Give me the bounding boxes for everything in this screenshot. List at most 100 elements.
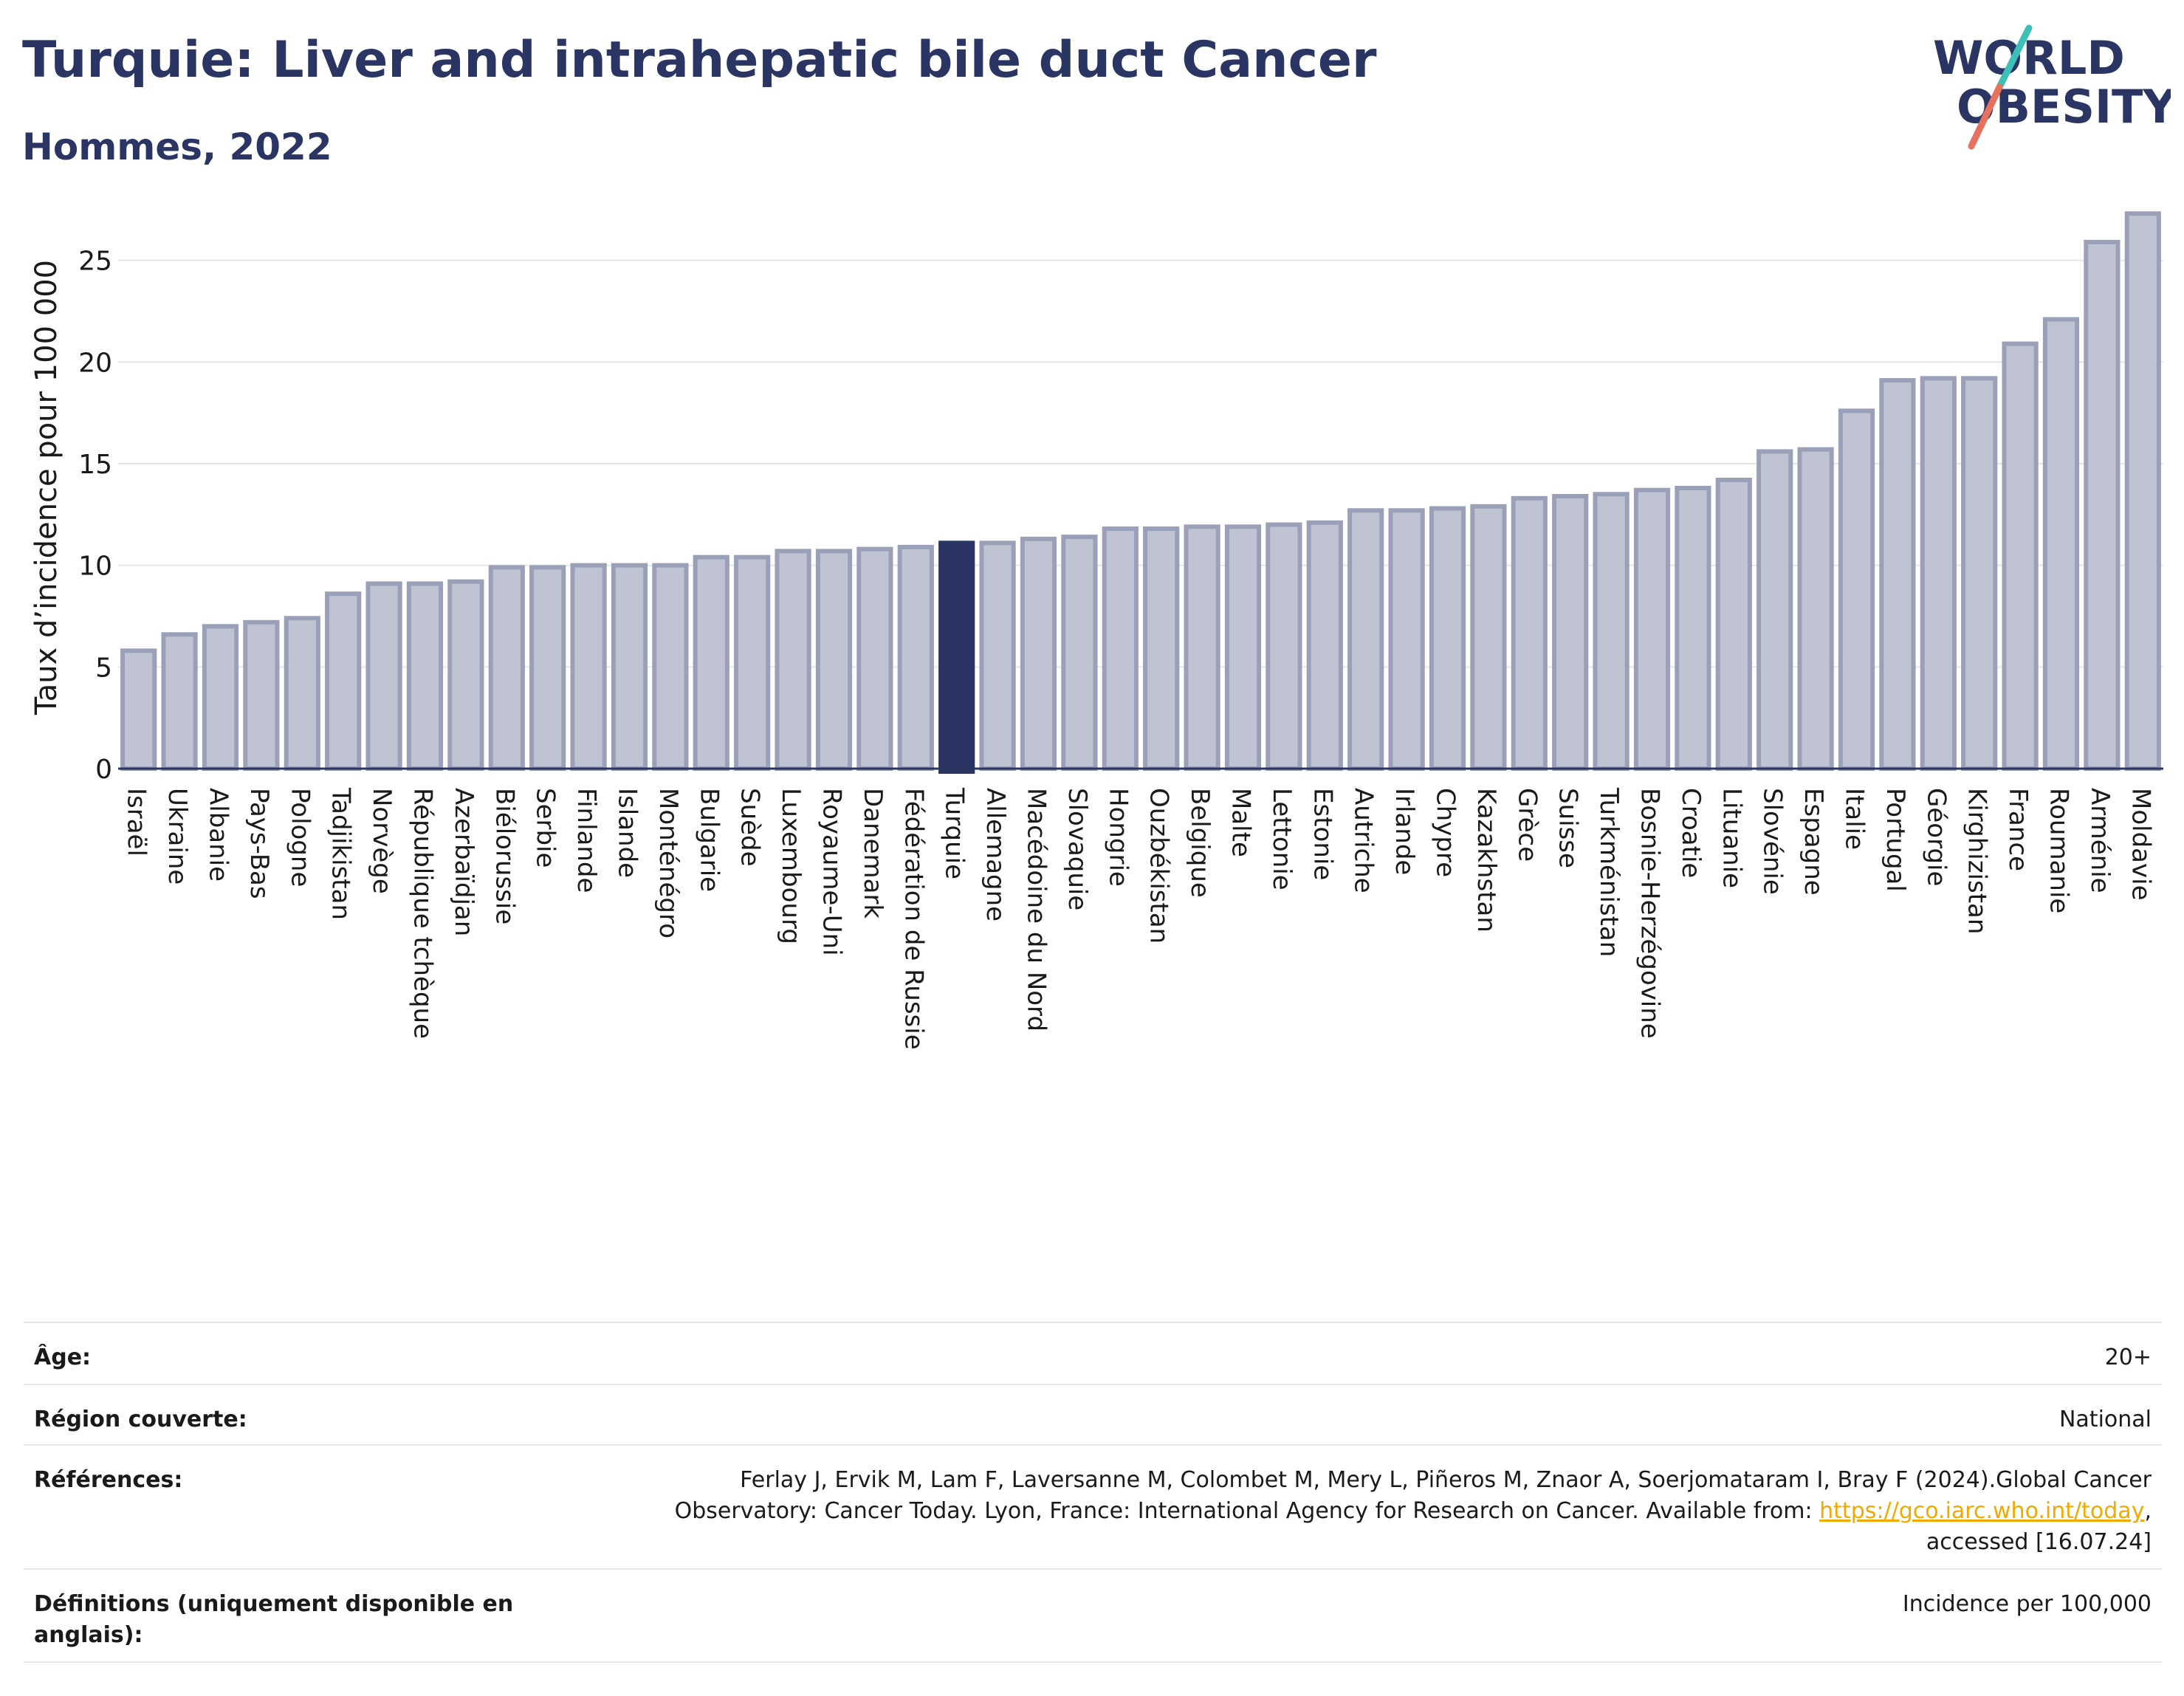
bar-malte[interactable]	[1224, 524, 1262, 771]
bar-bulgarie[interactable]	[693, 555, 729, 772]
bar-croatie[interactable]	[1675, 486, 1711, 771]
bar-slovénie[interactable]	[1757, 449, 1793, 771]
bar-roumanie[interactable]	[2042, 317, 2080, 772]
bar-slovaquie[interactable]	[1061, 535, 1098, 771]
x-tick-label: Albanie	[204, 788, 233, 882]
bar-suisse[interactable]	[1552, 494, 1589, 771]
bar-serbie[interactable]	[529, 565, 566, 771]
bar-kirghizistan[interactable]	[1961, 376, 1998, 771]
references-value: Ferlay J, Ervik M, Lam F, Laversanne M, …	[675, 1465, 2152, 1558]
references-label: Références:	[34, 1467, 183, 1493]
references-line2: Observatory: Cancer Today. Lyon, France:…	[675, 1496, 2152, 1527]
bar-lituanie[interactable]	[1715, 477, 1752, 771]
x-tick-label: Israël	[122, 788, 151, 856]
x-tick-label: Croatie	[1676, 788, 1706, 878]
x-tick-label: Slovénie	[1758, 788, 1788, 895]
bar-monténégro[interactable]	[652, 563, 689, 772]
x-tick-label: Espagne	[1799, 788, 1828, 896]
references-line2-end: ,	[2144, 1498, 2152, 1524]
x-tick-label: Allemagne	[981, 788, 1010, 921]
bar-pologne[interactable]	[284, 616, 320, 771]
bar-france[interactable]	[2002, 341, 2039, 771]
bar-autriche[interactable]	[1347, 508, 1384, 772]
bar-allemagne[interactable]	[979, 540, 1016, 771]
bar-espagne[interactable]	[1797, 447, 1834, 771]
bar-luxembourg[interactable]	[775, 549, 811, 771]
bar-lettonie[interactable]	[1266, 522, 1302, 771]
x-tick-label: Pays-Bas	[244, 788, 274, 899]
bar-turkménistan[interactable]	[1593, 492, 1630, 772]
bar-tadjikistan[interactable]	[325, 591, 362, 772]
x-tick-label: Islande	[613, 788, 642, 878]
logo-slash-top	[1996, 24, 2033, 91]
bar-chypre[interactable]	[1429, 506, 1466, 771]
y-tick-label: 25	[78, 247, 112, 277]
bar-belgique[interactable]	[1184, 524, 1220, 771]
bar-albanie[interactable]	[202, 624, 239, 771]
bar-grèce[interactable]	[1511, 495, 1548, 772]
x-tick-label: Fédération de Russie	[899, 788, 928, 1050]
bar-arménie[interactable]	[2084, 239, 2121, 771]
world-obesity-logo: WORLD OBESITY	[1933, 24, 2171, 150]
bar-géorgie[interactable]	[1920, 376, 1957, 771]
y-axis-ticks: 0 5 10 15 20 25	[78, 247, 112, 785]
chart-bars	[120, 211, 2161, 774]
bar-azerbaïdjan[interactable]	[447, 579, 484, 772]
page-title: Turquie: Liver and intrahepatic bile duc…	[22, 31, 1377, 89]
bar-royaume-uni[interactable]	[815, 549, 853, 771]
x-tick-label: Suisse	[1553, 788, 1583, 868]
bar-ukraine[interactable]	[161, 632, 198, 771]
age-label: Âge:	[34, 1345, 92, 1370]
x-tick-label: Portugal	[1881, 788, 1910, 892]
bar-irlande[interactable]	[1388, 508, 1425, 772]
x-tick-label: Autriche	[1349, 788, 1378, 893]
bar-moldavie[interactable]	[2124, 211, 2161, 771]
bar-italie[interactable]	[1838, 408, 1875, 771]
x-tick-label: Slovaquie	[1062, 788, 1092, 910]
x-tick-label: Turquie	[940, 787, 969, 879]
x-tick-label: Irlande	[1390, 788, 1419, 875]
bar-macédoine-du-nord[interactable]	[1020, 536, 1057, 771]
x-tick-label: Kazakhstan	[1472, 788, 1501, 933]
bar-norvège[interactable]	[365, 581, 402, 771]
bar-islande[interactable]	[611, 563, 648, 772]
bar-fédération-de-russie[interactable]	[897, 544, 934, 771]
bar-kazakhstan[interactable]	[1470, 504, 1507, 772]
x-tick-label: Luxembourg	[776, 788, 806, 944]
y-tick-label: 10	[78, 552, 112, 582]
bar-pays-bas[interactable]	[243, 619, 280, 771]
y-tick-label: 20	[78, 348, 112, 378]
bar-finlande[interactable]	[570, 563, 607, 772]
info-table: Âge: 20+ Région couverte: National Référ…	[24, 1322, 2162, 1663]
bar-suède[interactable]	[734, 555, 771, 772]
x-tick-label: Macédoine du Nord	[1022, 788, 1051, 1031]
bar-ouzbékistan[interactable]	[1143, 526, 1180, 771]
bar-estonie[interactable]	[1306, 520, 1343, 771]
bar-chart: 0 5 10 15 20 25 Israël Ukraine Albanie Pays-Bas P…	[30, 211, 2163, 1050]
bar-turquie[interactable]	[938, 540, 975, 774]
bar-hongrie[interactable]	[1102, 526, 1139, 771]
references-link[interactable]: https://gco.iarc.who.int/today	[1819, 1498, 2145, 1524]
x-tick-label: Suède	[735, 788, 765, 867]
bar-biélorussie[interactable]	[488, 565, 525, 771]
definitions-value: Incidence per 100,000	[1902, 1591, 2152, 1617]
x-tick-label: Lettonie	[1267, 788, 1297, 890]
bar-république-tchèque[interactable]	[406, 581, 444, 771]
x-tick-label: Kirghizistan	[1962, 788, 1992, 934]
bar-danemark[interactable]	[856, 546, 893, 771]
x-tick-label: Arménie	[2085, 788, 2115, 893]
y-tick-label: 5	[95, 653, 112, 683]
x-tick-label: France	[2003, 788, 2033, 871]
x-tick-label: Finlande	[571, 788, 601, 893]
x-tick-label: Grèce	[1512, 788, 1542, 862]
age-value: 20+	[2104, 1345, 2152, 1370]
x-tick-label: Moldavie	[2126, 788, 2155, 901]
bar-israël[interactable]	[120, 648, 157, 771]
x-tick-label: Ukraine	[162, 788, 192, 885]
x-tick-label: Norvège	[367, 788, 396, 894]
bar-portugal[interactable]	[1879, 378, 1916, 771]
x-tick-label: Géorgie	[1921, 788, 1951, 886]
x-tick-label: Serbie	[531, 788, 560, 868]
bar-bosnie-herzégovine[interactable]	[1633, 487, 1671, 772]
x-axis-ticks: Israël Ukraine Albanie Pays-Bas Pologne Tadji…	[122, 787, 2156, 1050]
